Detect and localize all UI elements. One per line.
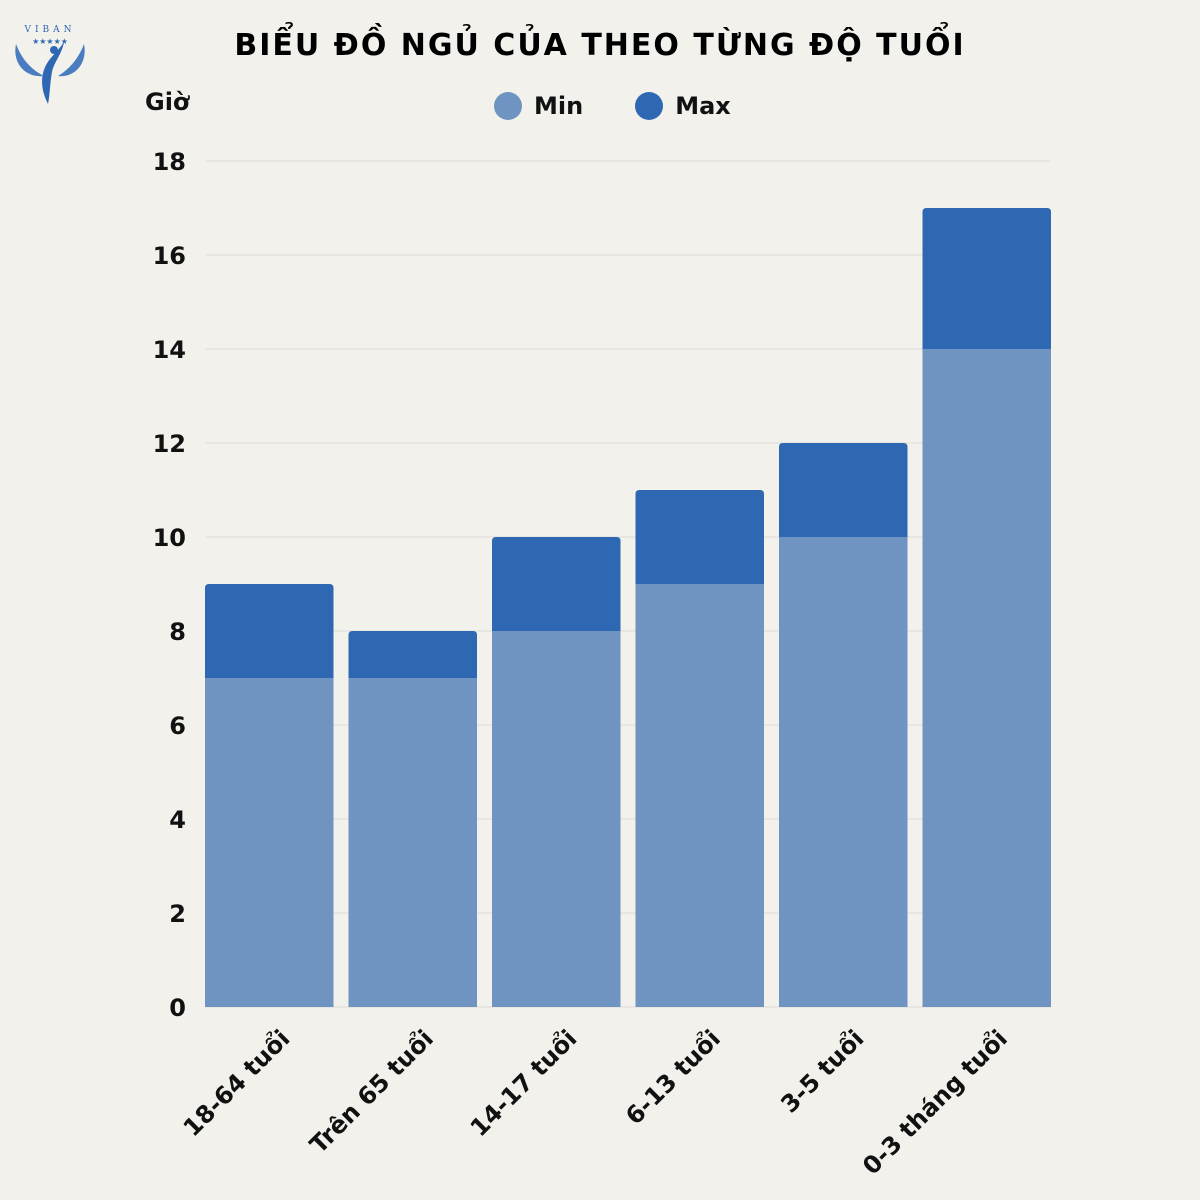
y-tick-label: 12 (153, 430, 186, 458)
bar-max (492, 537, 621, 631)
bar-max (205, 584, 334, 678)
bar-min (635, 584, 764, 1007)
chart-title: BIỂU ĐỒ NGỦ CỦA THEO TỪNG ĐỘ TUỔI (234, 28, 966, 63)
bar-min (779, 537, 908, 1007)
y-tick-label: 16 (153, 242, 186, 270)
y-tick-label: 0 (169, 994, 186, 1022)
bar-max (922, 208, 1051, 349)
legend-item-max: Max (635, 92, 731, 120)
bar-max (779, 443, 908, 537)
bar-min (922, 349, 1051, 1007)
bar-min (492, 631, 621, 1007)
bar-min (205, 678, 334, 1007)
y-tick-label: 4 (169, 806, 186, 834)
y-tick-label: 10 (153, 524, 186, 552)
y-tick-label: 14 (153, 336, 186, 364)
legend: Min Max (494, 92, 731, 120)
x-tick-label: 6-13 tuổi (619, 1023, 726, 1130)
y-tick-label: 6 (169, 712, 186, 740)
y-tick-label: 18 (153, 148, 186, 176)
x-tick-label: 0-3 tháng tuổi (856, 1023, 1013, 1180)
legend-label-max: Max (675, 92, 731, 120)
bar-min (348, 678, 477, 1007)
x-tick-label: 18-64 tuổi (176, 1023, 295, 1142)
bar-max (635, 490, 764, 584)
x-tick-label: 14-17 tuổi (463, 1023, 582, 1142)
legend-swatch-max (635, 92, 664, 120)
svg-text:★★★★★: ★★★★★ (32, 37, 68, 46)
legend-label-min: Min (534, 92, 584, 120)
x-tick-label: 3-5 tuổi (774, 1023, 869, 1118)
bar-max (348, 631, 477, 678)
x-tick-label: Trên 65 tuổi (303, 1023, 439, 1159)
viban-logo: VIBAN ★★★★★ (15, 25, 85, 104)
y-axis-label: Giờ (145, 88, 190, 116)
svg-text:VIBAN: VIBAN (23, 25, 75, 35)
legend-swatch-min (494, 92, 522, 120)
legend-item-min: Min (494, 92, 583, 120)
y-tick-label: 8 (169, 618, 186, 646)
y-tick-label: 2 (169, 900, 186, 928)
